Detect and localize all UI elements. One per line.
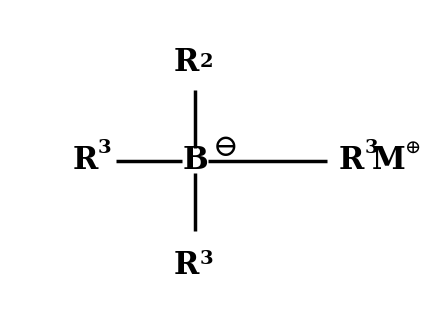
Text: R: R: [174, 250, 199, 281]
Text: R: R: [174, 47, 199, 78]
Text: ⊕: ⊕: [405, 139, 421, 157]
Text: R: R: [72, 145, 98, 176]
Text: R: R: [339, 145, 364, 176]
Text: B: B: [182, 145, 208, 176]
Text: M: M: [372, 145, 406, 176]
Text: 2: 2: [199, 53, 213, 71]
Text: 3: 3: [199, 250, 213, 268]
Text: ⊖: ⊖: [213, 132, 239, 163]
Text: 3: 3: [98, 139, 112, 157]
Text: 3: 3: [364, 139, 378, 157]
